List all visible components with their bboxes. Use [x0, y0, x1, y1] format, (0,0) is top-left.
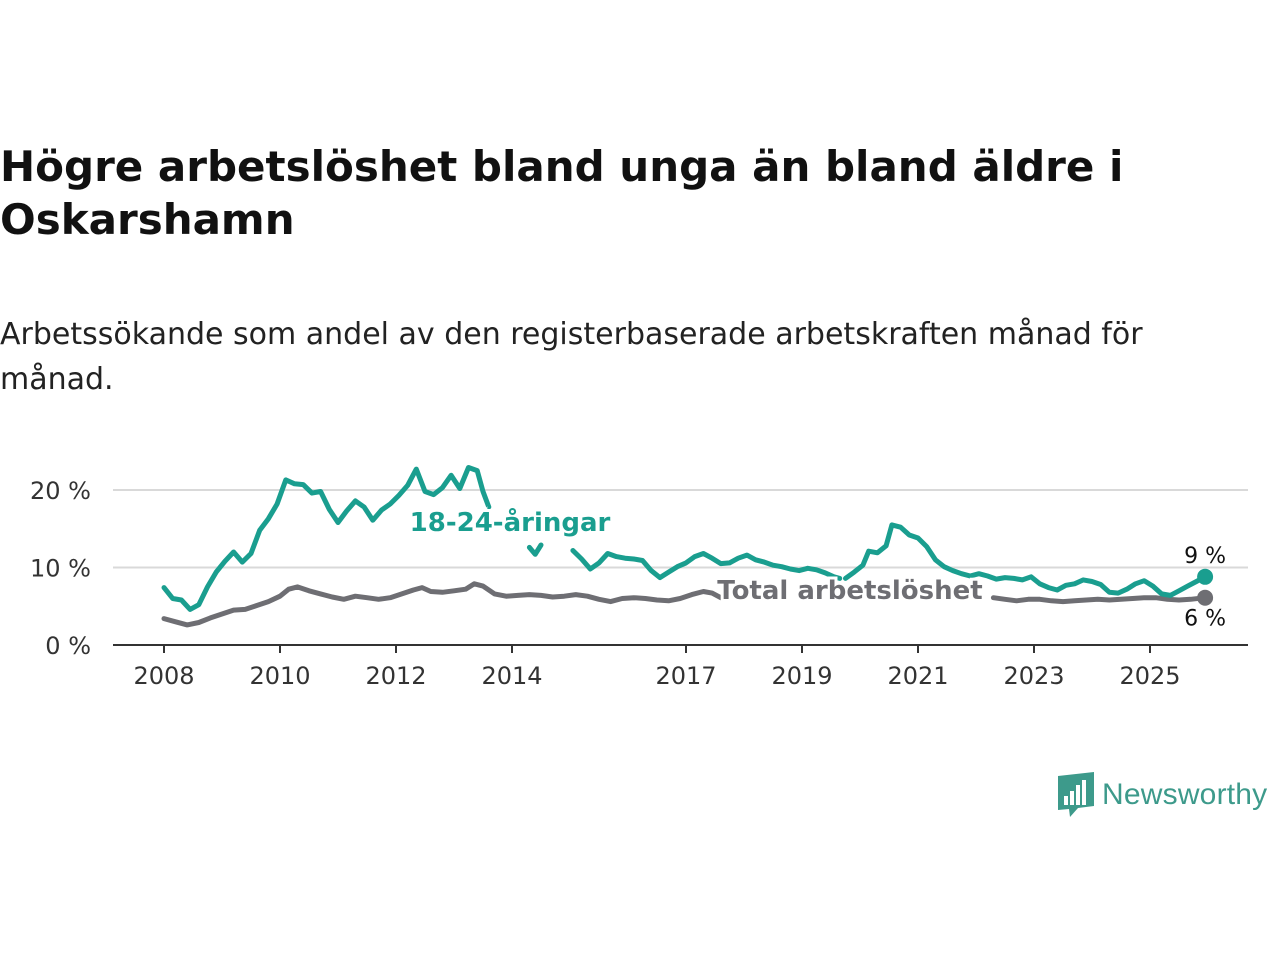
end-point-total	[1197, 589, 1214, 606]
y-tick-label: 0 %	[45, 632, 91, 660]
series-line-total	[161, 581, 1208, 628]
x-tick-label: 2019	[771, 662, 832, 690]
end-value-label-total: 6 %	[1184, 607, 1226, 632]
x-tick-label: 2008	[133, 662, 194, 690]
newsworthy-logo-text: Newsworthy	[1102, 778, 1268, 811]
grid-lines	[113, 489, 1248, 569]
chart-subtitle: Arbetssökande som andel av den registerb…	[0, 317, 1143, 397]
chart-title: Högre arbetslöshet bland unga än bland ä…	[0, 142, 1124, 244]
x-tick-label: 2025	[1119, 662, 1180, 690]
y-tick-label: 20 %	[30, 477, 91, 505]
x-axis-ticks: 2008 2010 2012 2014 2017 2019 2021 2023 2025	[133, 645, 1181, 690]
x-tick-label: 2010	[249, 662, 310, 690]
newsworthy-logo-icon	[1058, 772, 1094, 817]
y-tick-label: 10 %	[30, 555, 91, 583]
end-point-18-24	[1197, 568, 1214, 585]
line-chart: 0 % 10 % 20 % 2008 2010 2012 2014 2017 2019 2021…	[30, 465, 1248, 690]
end-value-label-18-24: 9 %	[1184, 544, 1226, 569]
series-label-18-24: 18-24-åringar	[410, 506, 611, 538]
end-markers: 6 % 9 %	[1182, 541, 1229, 634]
x-tick-label: 2023	[1003, 662, 1064, 690]
series-labels: 18-24-åringar Total arbetslöshet	[407, 503, 986, 609]
x-tick-label: 2021	[887, 662, 948, 690]
series-line-18-24	[161, 465, 1208, 612]
newsworthy-logo: Newsworthy	[1058, 772, 1267, 818]
x-tick-label: 2017	[655, 662, 716, 690]
series-label-total: Total arbetslöshet	[717, 576, 982, 606]
x-tick-label: 2012	[365, 662, 426, 690]
x-tick-label: 2014	[481, 662, 542, 690]
y-axis-ticks: 0 % 10 % 20 %	[30, 477, 91, 660]
series-lines	[161, 465, 1208, 628]
